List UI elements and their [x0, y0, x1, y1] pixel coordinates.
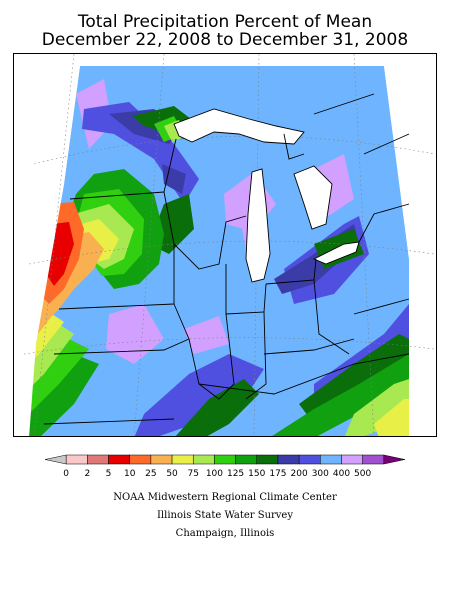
lake-huron	[293, 165, 333, 230]
legend-swatch	[87, 454, 109, 465]
legend-arrow-high	[383, 454, 406, 465]
legend-label: 150	[248, 469, 265, 479]
lake-michigan	[245, 168, 271, 283]
legend-label: 10	[124, 469, 136, 479]
legend-swatch	[235, 454, 258, 465]
domain-mask	[14, 54, 436, 436]
legend-label: 300	[312, 469, 329, 479]
legend-swatch	[192, 454, 215, 465]
color-legend: 0 2 5 10 25 50 75 100 125 150 175 200 300 400 500	[44, 454, 406, 479]
legend-label: 5	[106, 469, 112, 479]
legend-label: 125	[227, 469, 244, 479]
legend-label: 500	[354, 469, 371, 479]
legend-label: 50	[166, 469, 178, 479]
legend-swatch	[150, 454, 173, 465]
legend-label: 100	[206, 469, 223, 479]
lat-lon-grid	[23, 54, 435, 436]
legend-swatch	[298, 454, 321, 465]
legend-swatch	[108, 454, 130, 465]
fill-blue	[82, 102, 409, 436]
legend-label: 75	[188, 469, 199, 479]
precipitation-map	[13, 53, 437, 437]
map-canvas	[14, 54, 436, 436]
legend-label: 400	[333, 469, 350, 479]
fill-dark-blue	[109, 109, 359, 294]
legend-swatch	[277, 454, 300, 465]
legend-label: 0	[63, 469, 69, 479]
precipitation-fills	[14, 54, 436, 436]
legend-label: 200	[291, 469, 308, 479]
legend-swatch	[65, 454, 88, 465]
legend-swatch	[256, 454, 279, 465]
map-date-range: December 22, 2008 to December 31, 2008	[41, 30, 409, 50]
map-title: Total Precipitation Percent of Mean	[77, 12, 373, 32]
legend-swatch	[320, 454, 342, 465]
legend-swatch	[171, 454, 194, 465]
legend-swatch	[129, 454, 152, 465]
fill-orange	[29, 232, 104, 344]
credit-organization: NOAA Midwestern Regional Climate Center	[113, 492, 337, 503]
credit-location: Champaign, Illinois	[175, 528, 275, 539]
fill-yellow-green	[29, 120, 409, 436]
legend-swatch	[214, 454, 236, 465]
legend-swatch	[362, 454, 385, 465]
legend-label: 25	[145, 469, 156, 479]
state-boundaries	[43, 93, 410, 425]
lake-superior	[173, 108, 305, 145]
credit-survey: Illinois State Water Survey	[156, 510, 293, 521]
legend-swatch	[341, 454, 363, 465]
legend-label: 2	[84, 469, 90, 479]
legend-label: 175	[269, 469, 286, 479]
legend-arrow-low	[44, 454, 67, 465]
lake-erie	[312, 241, 360, 265]
